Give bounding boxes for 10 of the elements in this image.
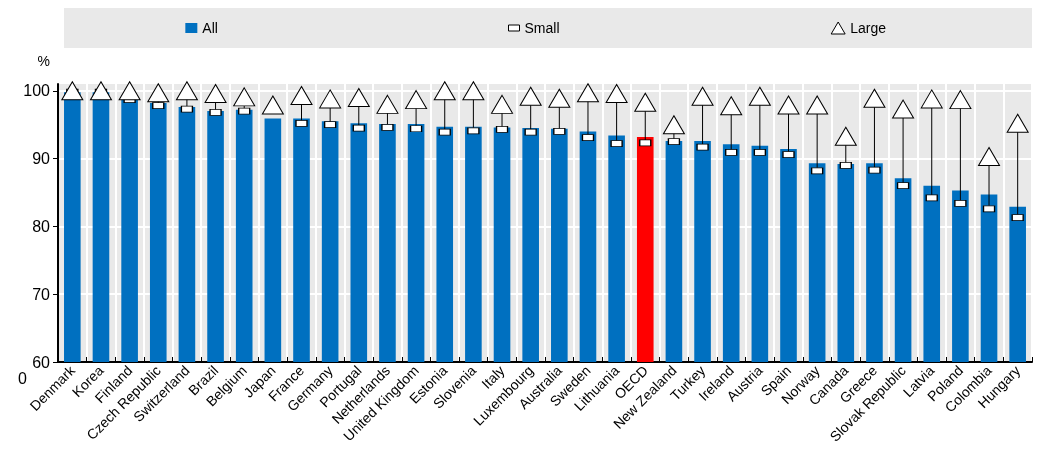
text: 0 — [18, 369, 27, 387]
y-axis-title: % — [37, 53, 50, 69]
legend-label: Large — [850, 20, 887, 36]
y-tick-label: 60 — [32, 353, 51, 371]
y-tick-label: 90 — [32, 150, 51, 168]
y-tick-label: 70 — [32, 285, 51, 303]
y-tick-label: 80 — [32, 217, 51, 235]
legend-label: Small — [524, 20, 560, 36]
y-tick-label: 100 — [23, 82, 51, 100]
legend-label: All — [202, 20, 218, 36]
